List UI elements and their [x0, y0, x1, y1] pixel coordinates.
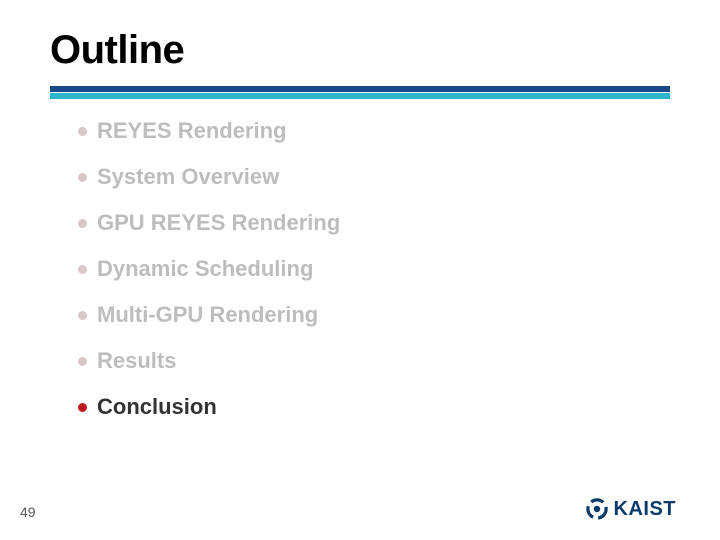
outline-item-label: System Overview: [97, 164, 279, 190]
bullet-icon: [78, 219, 87, 228]
outline-item: Results: [78, 348, 340, 374]
title-underline: [50, 86, 670, 99]
rule-top: [50, 86, 670, 92]
bullet-icon: [78, 173, 87, 182]
outline-list: REYES Rendering System Overview GPU REYES …: [78, 118, 340, 440]
outline-item-label: Multi-GPU Rendering: [97, 302, 318, 328]
bullet-icon: [78, 403, 87, 412]
bullet-icon: [78, 311, 87, 320]
slide-title: Outline: [50, 28, 184, 73]
kaist-logo-icon: [584, 496, 610, 522]
outline-item: System Overview: [78, 164, 340, 190]
outline-item: GPU REYES Rendering: [78, 210, 340, 236]
bullet-icon: [78, 357, 87, 366]
outline-item: Conclusion: [78, 394, 340, 420]
slide: Outline REYES Rendering System Overview GP…: [0, 0, 720, 540]
outline-item: Dynamic Scheduling: [78, 256, 340, 282]
bullet-icon: [78, 127, 87, 136]
outline-item-label: Results: [97, 348, 176, 374]
bullet-icon: [78, 265, 87, 274]
kaist-logo: KAIST: [584, 496, 677, 522]
kaist-logo-text: KAIST: [614, 498, 677, 521]
outline-item-label: REYES Rendering: [97, 118, 286, 144]
page-number: 49: [20, 504, 36, 520]
outline-item-label: Conclusion: [97, 394, 217, 420]
outline-item: REYES Rendering: [78, 118, 340, 144]
outline-item-label: Dynamic Scheduling: [97, 256, 313, 282]
rule-bottom: [50, 93, 670, 99]
outline-item: Multi-GPU Rendering: [78, 302, 340, 328]
outline-item-label: GPU REYES Rendering: [97, 210, 340, 236]
